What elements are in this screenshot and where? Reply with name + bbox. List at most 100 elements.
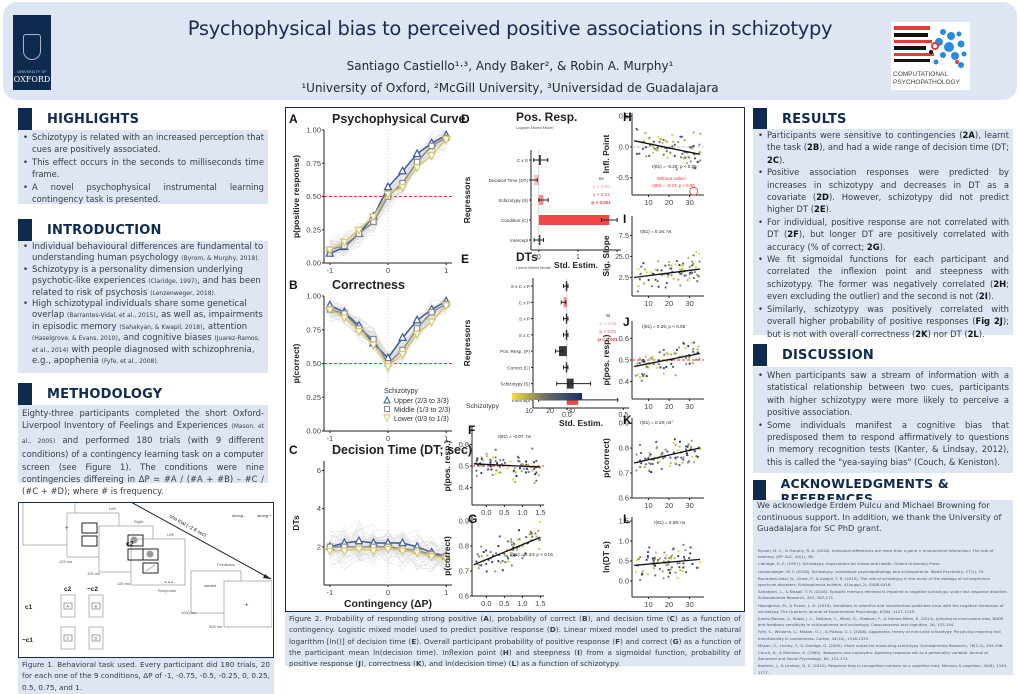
- scatter-point: [675, 260, 678, 263]
- scatter-point: [494, 570, 497, 573]
- scatter-point: [498, 459, 502, 462]
- scatter-point: [648, 454, 651, 458]
- scatter-point: [538, 538, 541, 541]
- scatter-point: [689, 552, 692, 555]
- scatter-point: [692, 144, 695, 148]
- computational-psychopathology-logo: COMPUTATIONAL PSYCHOPATHOLOGY: [891, 22, 970, 90]
- regressor-label: Pos. Resp. (P): [500, 349, 530, 354]
- y-tick-label: 5.0: [619, 252, 629, 261]
- reference-item: Lenzenweger, M. F. (2018). Schizotypy, s…: [758, 568, 985, 574]
- scatter-point: [476, 457, 479, 460]
- x-tick-label: 0: [386, 434, 390, 443]
- data-point: [427, 553, 437, 562]
- y-tick-label: 0.6: [619, 334, 629, 343]
- results-box: Participants were sensitive to contingen…: [753, 129, 1013, 339]
- participant-line: [329, 548, 447, 568]
- scatter-point: [499, 471, 502, 474]
- scatter-point: [695, 273, 699, 276]
- scatter-point: [678, 268, 681, 271]
- scatter-point: [693, 157, 697, 160]
- fit-line: [633, 447, 701, 464]
- scatter-point: [660, 269, 663, 272]
- data-point: [441, 302, 451, 311]
- svg-text:B: B: [95, 605, 98, 609]
- scatter-point: [662, 348, 665, 351]
- scatter-point: [664, 448, 667, 451]
- svg-text:+: +: [65, 526, 69, 532]
- intro-item: High schizotypal individuals share some …: [20, 299, 264, 367]
- scatter-point: [670, 555, 673, 558]
- x-tick-label: 1.5: [535, 508, 545, 517]
- scatter-point: [531, 447, 534, 450]
- scatter-point: [678, 566, 681, 569]
- y-axis-label: DTs: [291, 515, 301, 531]
- svg-text:Feedback: Feedback: [217, 562, 235, 567]
- x-tick-label: 1.0: [517, 508, 527, 517]
- panel-label: B: [289, 278, 298, 292]
- scatter-point: [503, 461, 506, 464]
- scatter-point: [663, 551, 666, 554]
- scatter-point: [499, 561, 502, 564]
- scatter-point: [665, 141, 669, 144]
- scatter-point: [688, 272, 692, 275]
- scatter-point: [502, 458, 505, 462]
- scatter-point: [682, 456, 685, 459]
- colorbar-label: Schizotypy: [466, 403, 499, 410]
- scatter-point: [516, 538, 519, 541]
- scatter-point: [635, 453, 638, 456]
- svg-text:Left: Left: [167, 532, 175, 537]
- scatter-point: [501, 559, 504, 563]
- scatter-point: [667, 563, 670, 566]
- scatter-point: [478, 564, 481, 567]
- scatter-point: [639, 272, 642, 276]
- panel-label: L: [623, 512, 630, 526]
- scatter-point: [667, 575, 670, 578]
- scatter-point: [657, 260, 660, 263]
- scatter-point: [494, 552, 498, 555]
- y-tick-label: 0.0: [619, 142, 629, 151]
- scatter-point: [681, 262, 685, 265]
- scatter-point: [517, 456, 520, 459]
- scatter-point: [657, 558, 660, 561]
- scatter-point: [642, 282, 646, 285]
- scatter-point: [689, 546, 692, 549]
- scatter-point: [656, 269, 659, 272]
- scatter-point: [675, 168, 678, 171]
- correlation-annotation: r(81) = 0.19; ns°: [640, 420, 673, 425]
- scatter-point: [686, 461, 690, 464]
- scatter-point: [678, 561, 681, 565]
- y-tick-label: 0.4: [459, 483, 469, 492]
- scatter-point: [662, 366, 665, 370]
- panel-label: H: [623, 110, 632, 124]
- y-tick-label: 0.4: [619, 377, 629, 386]
- y-tick-label: 0.5: [619, 557, 629, 566]
- svg-text:Response: Response: [158, 588, 177, 593]
- scatter-point: [696, 351, 700, 354]
- panel-label: C: [289, 443, 298, 457]
- scatter-point: [638, 361, 641, 365]
- scatter-point: [665, 365, 668, 369]
- scatter-point: [534, 473, 537, 476]
- x-tick-label: 2: [615, 254, 619, 261]
- intro-item: Schizotypy is a personality dimension un…: [20, 265, 264, 299]
- y-axis-label: ln(DT s): [601, 541, 611, 573]
- data-point: [383, 545, 393, 555]
- scatter-point: [513, 466, 516, 470]
- scatter-point: [669, 267, 672, 270]
- scatter-point: [490, 468, 493, 471]
- x-tick-label: 20: [665, 299, 673, 308]
- scatter-point: [644, 355, 647, 358]
- y-axis-label: p(correct): [601, 438, 611, 478]
- scatter-point: [520, 470, 523, 473]
- scatter-point: [501, 569, 504, 572]
- y-axis-label: p(positive response): [291, 155, 301, 238]
- highlights-heading: HIGHLIGHTS: [18, 108, 139, 130]
- data-point: [428, 142, 435, 150]
- scatter-point: [659, 366, 662, 369]
- scatter-point: [671, 548, 674, 551]
- scatter-point: [509, 460, 512, 463]
- scatter-point: [661, 570, 664, 573]
- y-axis-label: Regressors: [462, 176, 472, 223]
- logo-line1: UNIVERSITY OF: [17, 70, 47, 74]
- scatter-point: [482, 464, 485, 467]
